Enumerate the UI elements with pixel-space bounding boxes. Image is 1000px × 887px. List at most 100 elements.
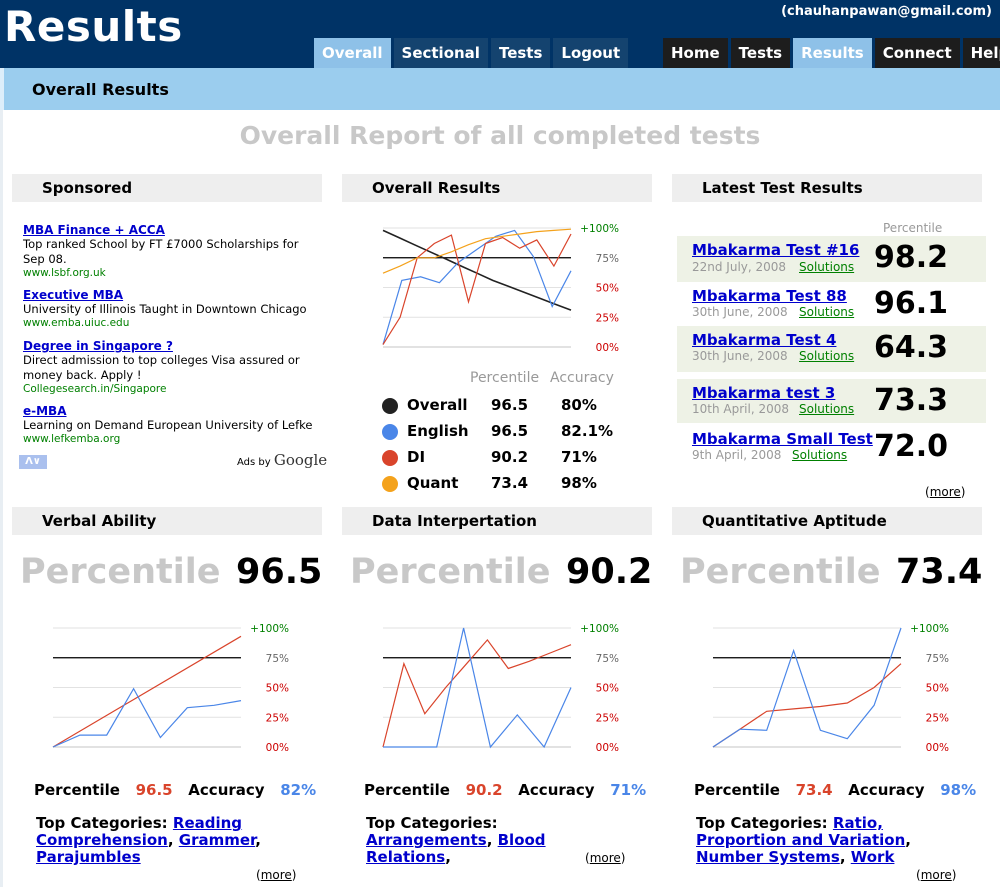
category-link[interactable]: Work bbox=[850, 848, 895, 866]
di-percentile-value: 90.2 bbox=[566, 552, 653, 592]
user-email: (chauhanpawan@gmail.com) bbox=[781, 4, 992, 19]
series-line bbox=[712, 663, 902, 748]
more-label[interactable]: more bbox=[260, 868, 292, 882]
test-name-link[interactable]: Mbakarma Test 88 bbox=[692, 287, 847, 305]
ads-by-google[interactable]: Ads by Google bbox=[237, 451, 327, 469]
di-stats: Percentile 90.2 Accuracy 71% bbox=[364, 781, 646, 799]
test-name-link[interactable]: Mbakarma Test #16 bbox=[692, 241, 860, 259]
test-row: Mbakarma Test #16 22nd July, 2008 Soluti… bbox=[677, 236, 986, 282]
test-score: 64.3 bbox=[874, 330, 949, 365]
stat-percentile-value: 96.5 bbox=[135, 781, 173, 799]
google-logo: Google bbox=[273, 451, 328, 469]
ad-item: Executive MBA University of Illinois Tau… bbox=[23, 288, 323, 329]
ad-link[interactable]: MBA Finance + ACCA bbox=[23, 223, 165, 237]
more-label[interactable]: more bbox=[920, 868, 952, 882]
main-nav: Home Tests Results Connect Help bbox=[663, 38, 1000, 68]
y-tick-label: 50% bbox=[266, 683, 289, 695]
nav-results[interactable]: Results bbox=[793, 38, 872, 68]
y-tick-label: 25% bbox=[926, 712, 949, 724]
tab-logout[interactable]: Logout bbox=[553, 38, 629, 68]
category-link[interactable]: Blood Relations bbox=[366, 831, 546, 866]
test-name-link[interactable]: Mbakarma Small Test bbox=[692, 430, 873, 448]
category-link[interactable]: Number Systems bbox=[696, 848, 840, 866]
test-row: Mbakarma test 3 10th April, 2008 Solutio… bbox=[677, 379, 986, 423]
test-row: Mbakarma Test 88 30th June, 2008 Solutio… bbox=[677, 283, 986, 325]
test-date: 9th April, 2008 bbox=[692, 448, 782, 462]
legend-percentile: 73.4 bbox=[491, 474, 529, 492]
solutions-link[interactable]: Solutions bbox=[799, 260, 855, 274]
verbal-percentile-word: Percentile bbox=[20, 552, 221, 592]
stat-accuracy-label: Accuracy bbox=[188, 781, 265, 799]
nav-connect[interactable]: Connect bbox=[874, 38, 960, 68]
stat-percentile-label: Percentile bbox=[364, 781, 450, 799]
tab-sectional[interactable]: Sectional bbox=[393, 38, 488, 68]
stat-accuracy-value: 98% bbox=[940, 781, 977, 799]
more-label[interactable]: more bbox=[589, 851, 621, 865]
di-more-link[interactable]: (more) bbox=[585, 851, 626, 865]
verbal-top-categories: Top Categories: Reading Comprehension, G… bbox=[36, 814, 261, 866]
solutions-link[interactable]: Solutions bbox=[792, 448, 848, 462]
left-rule bbox=[0, 110, 3, 887]
legend-name: Overall bbox=[407, 396, 468, 414]
legend-dot bbox=[382, 476, 398, 492]
ad-link[interactable]: e-MBA bbox=[23, 404, 67, 418]
y-tick-label: +100% bbox=[910, 623, 949, 635]
y-tick-label: 75% bbox=[596, 653, 619, 665]
test-date: 30th June, 2008 bbox=[692, 305, 788, 319]
stat-percentile-label: Percentile bbox=[34, 781, 120, 799]
more-label[interactable]: more bbox=[929, 485, 961, 499]
ad-link[interactable]: Executive MBA bbox=[23, 288, 124, 302]
ad-item: Degree in Singapore ? Direct admission t… bbox=[23, 339, 323, 395]
adchoices-icon[interactable]: Λ∨ bbox=[19, 455, 47, 469]
test-score: 73.3 bbox=[874, 383, 949, 418]
category-link[interactable]: Ratio, Proportion and Variation bbox=[696, 814, 906, 849]
legend-name: DI bbox=[407, 448, 426, 466]
legend-name: English bbox=[407, 422, 469, 440]
legend-dot bbox=[382, 398, 398, 414]
ad-url[interactable]: www.lefkemba.org bbox=[23, 433, 121, 445]
ad-description: Top ranked School by FT £7000 Scholarshi… bbox=[23, 237, 299, 266]
series-line bbox=[382, 228, 572, 274]
stat-percentile-label: Percentile bbox=[694, 781, 780, 799]
tab-tests[interactable]: Tests bbox=[490, 38, 551, 68]
ad-url[interactable]: www.emba.uiuc.edu bbox=[23, 317, 130, 329]
ad-url[interactable]: Collegesearch.in/Singapore bbox=[23, 383, 167, 395]
ad-url[interactable]: www.lsbf.org.uk bbox=[23, 267, 106, 279]
legend-percentile: 96.5 bbox=[491, 422, 529, 440]
category-link[interactable]: Reading Comprehension bbox=[36, 814, 243, 849]
verbal-more-link[interactable]: (more) bbox=[256, 868, 297, 882]
latest-col-percentile: Percentile bbox=[883, 221, 943, 235]
ad-link[interactable]: Degree in Singapore ? bbox=[23, 339, 173, 353]
stat-accuracy-value: 82% bbox=[280, 781, 317, 799]
series-line bbox=[382, 233, 572, 345]
legend-percentile: 96.5 bbox=[491, 396, 529, 414]
category-link[interactable]: Grammer bbox=[178, 831, 256, 849]
quant-more-link[interactable]: (more) bbox=[916, 868, 957, 882]
y-tick-label: 50% bbox=[596, 283, 619, 295]
y-tick-label: +100% bbox=[250, 623, 289, 635]
y-tick-label: 00% bbox=[266, 742, 289, 754]
category-link[interactable]: Arrangements bbox=[366, 831, 487, 849]
nav-tests[interactable]: Tests bbox=[730, 38, 791, 68]
quant-stats: Percentile 73.4 Accuracy 98% bbox=[694, 781, 976, 799]
solutions-link[interactable]: Solutions bbox=[799, 402, 855, 416]
solutions-link[interactable]: Solutions bbox=[799, 305, 855, 319]
legend-percentile: 90.2 bbox=[491, 448, 529, 466]
di-percentile-word: Percentile bbox=[350, 552, 551, 592]
app-header: Results (chauhanpawan@gmail.com) Overall… bbox=[0, 0, 1000, 68]
di-top-categories: Top Categories: Arrangements, Blood Rela… bbox=[366, 814, 546, 866]
verbal-percentile-value: 96.5 bbox=[236, 552, 323, 592]
legend-accuracy: 98% bbox=[561, 474, 597, 492]
nav-home[interactable]: Home bbox=[663, 38, 728, 68]
test-name-link[interactable]: Mbakarma Test 4 bbox=[692, 331, 837, 349]
legend-accuracy: 82.1% bbox=[561, 422, 614, 440]
tab-overall[interactable]: Overall bbox=[314, 38, 391, 68]
latest-more-link[interactable]: (more) bbox=[925, 485, 966, 499]
quant-percentile-value: 73.4 bbox=[896, 552, 983, 592]
test-name-link[interactable]: Mbakarma test 3 bbox=[692, 384, 836, 402]
solutions-link[interactable]: Solutions bbox=[799, 349, 855, 363]
overall-col-accuracy: Accuracy bbox=[550, 370, 614, 386]
category-link[interactable]: Parajumbles bbox=[36, 848, 141, 866]
legend-row-english: English 96.5 82.1% bbox=[382, 421, 642, 441]
nav-help[interactable]: Help bbox=[962, 38, 1000, 68]
